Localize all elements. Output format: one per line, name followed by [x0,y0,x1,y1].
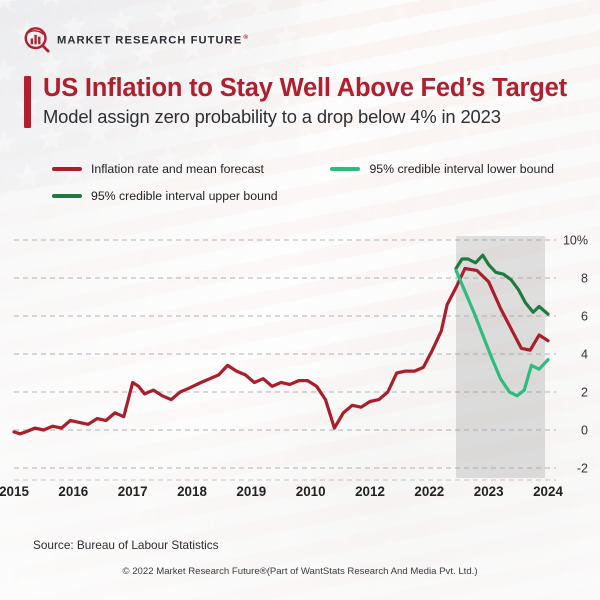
svg-text:4: 4 [581,348,588,362]
forecast-shaded-region [456,236,546,478]
svg-text:-2: -2 [577,462,588,476]
legend-label-upper-bound: 95% credible interval upper bound [91,189,278,203]
chart-legend: Inflation rate and mean forecast 95% cre… [52,162,582,203]
svg-text:2: 2 [581,386,588,400]
svg-text:10%: 10% [563,234,588,248]
y-axis-labels: 10% 8 6 4 2 0 -2 [563,234,588,476]
legend-swatch-red [52,167,82,171]
line-chart: 10% 8 6 4 2 0 -2 [0,222,600,490]
logo-wordmark-text: MARKET RESEARCH FUTURE [57,34,243,47]
page-subtitle: Model assign zero probability to a drop … [43,105,501,127]
x-axis-tick: 2015 [0,484,29,499]
legend-label-inflation-rate: Inflation rate and mean forecast [91,162,264,176]
legend-swatch-light-green [330,167,361,171]
source-note: Source: Bureau of Labour Statistics [33,538,219,552]
registered-mark: ® [243,33,250,41]
data-lines [12,253,550,436]
logo-wordmark: MARKET RESEARCH FUTURE® [57,34,249,47]
legend-row-2: 95% credible interval upper bound [52,189,582,203]
legend-label-lower-bound: 95% credible interval lower bound [369,162,554,176]
title-accent-bar [24,76,31,128]
legend-item-upper-bound[interactable]: 95% credible interval upper bound [52,189,278,203]
series-line [454,253,550,316]
series-line [454,268,550,398]
x-axis-tick: 2016 [58,484,89,499]
x-axis-tick: 2022 [414,484,445,499]
x-axis-tick: 2023 [473,484,504,499]
page-title: US Inflation to Stay Well Above Fed’s Ta… [43,74,567,102]
x-axis-tick: 2019 [236,484,267,499]
legend-swatch-dark-green [52,194,82,198]
x-axis-tick: 2024 [533,484,563,499]
brand-logo: MARKET RESEARCH FUTURE® [24,27,249,53]
copyright-note: © 2022 Market Research Future®(Part of W… [122,566,478,577]
chart-svg: 10% 8 6 4 2 0 -2 [12,234,588,481]
title-block: US Inflation to Stay Well Above Fed’s Ta… [24,74,567,128]
gridlines [14,239,556,481]
svg-text:0: 0 [581,424,588,438]
svg-text:8: 8 [581,272,588,286]
magnifier-bar-chart-icon [24,27,50,53]
legend-row-1: Inflation rate and mean forecast 95% cre… [52,162,582,176]
x-axis-tick: 2018 [177,484,207,499]
x-axis-tick: 2010 [295,484,326,499]
legend-item-inflation-rate[interactable]: Inflation rate and mean forecast [52,162,264,176]
x-axis-tick: 2012 [355,484,385,499]
x-axis-tick: 2017 [117,484,148,499]
series-line [12,266,550,436]
svg-text:6: 6 [581,310,588,324]
legend-item-lower-bound[interactable]: 95% credible interval lower bound [330,162,582,176]
x-axis-labels: 2015 2016 2017 2018 2019 2010 2012 2022 2023 2024 [0,484,600,510]
